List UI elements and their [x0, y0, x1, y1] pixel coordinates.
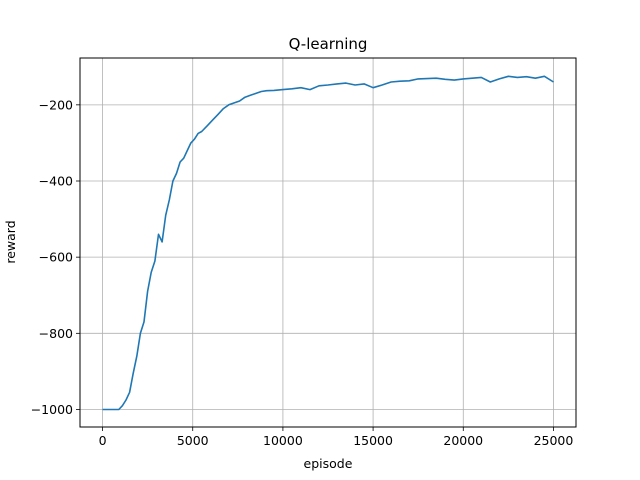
- grid: [80, 58, 576, 427]
- y-axis-label: reward: [3, 220, 18, 263]
- plot-frame: [79, 57, 577, 428]
- chart-title: Q-learning: [289, 35, 368, 53]
- x-tick-label: 5000: [177, 433, 209, 448]
- x-tick-label: 20000: [443, 433, 483, 448]
- ticks: 0 5000 10000 15000 20000 25000 −1000 −800 −600 −4…: [31, 97, 574, 448]
- y-tick-label: −800: [39, 326, 73, 341]
- x-tick-label: 0: [99, 433, 107, 448]
- y-tick-label: −600: [39, 250, 73, 265]
- series-line: [102, 75, 554, 411]
- x-tick-label: 15000: [353, 433, 393, 448]
- series-layer: [102, 75, 554, 411]
- y-tick-label: −200: [39, 97, 73, 112]
- x-tick-label: 25000: [534, 433, 574, 448]
- y-tick-label: −400: [39, 174, 73, 189]
- y-tick-label: −1000: [31, 402, 73, 417]
- x-tick-label: 10000: [263, 433, 303, 448]
- x-axis-label: episode: [304, 456, 353, 471]
